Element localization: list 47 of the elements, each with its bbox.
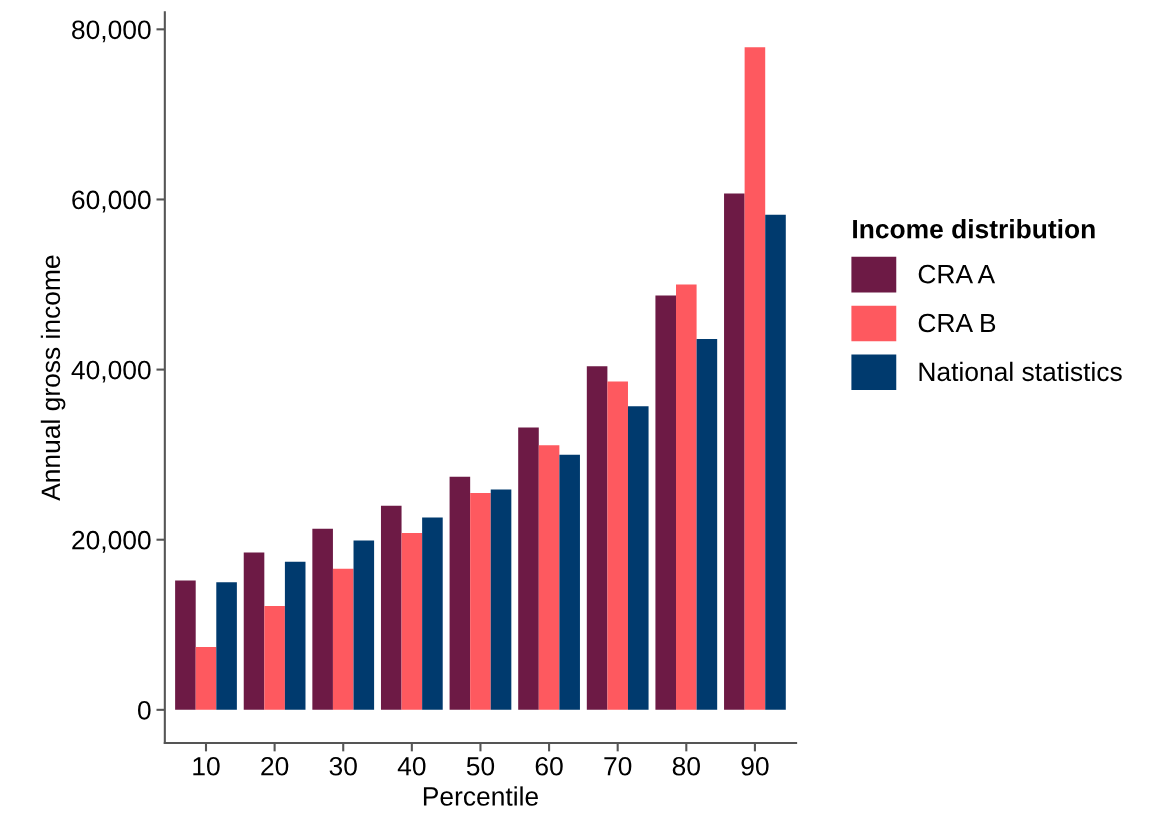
bar (195, 646, 217, 710)
bar (559, 454, 580, 710)
y-tick-label: 40,000 (71, 360, 151, 383)
bar (490, 489, 512, 710)
x-tick-label: 70 (604, 756, 632, 776)
x-tick-label: 40 (397, 756, 426, 776)
x-tick-label: 20 (261, 756, 289, 776)
bar (353, 540, 375, 710)
bar (332, 568, 354, 710)
bar (676, 284, 697, 710)
y-tick-label: 20,000 (72, 530, 151, 553)
x-tick-label: 10 (193, 756, 220, 776)
bar (607, 381, 628, 710)
y-axis-title: Annual gross income (40, 255, 66, 501)
bar (696, 338, 718, 710)
bar (312, 528, 333, 710)
bar (264, 606, 285, 710)
bar (518, 427, 539, 710)
bar (744, 47, 766, 710)
bar (538, 445, 560, 710)
bar (243, 552, 265, 710)
legend-title: Income distribution (853, 219, 1095, 239)
x-tick-label: 60 (535, 756, 563, 776)
y-tick-label: 80,000 (72, 20, 151, 43)
bar (470, 492, 491, 710)
legend-label: CRA A (918, 264, 996, 284)
bar (422, 517, 443, 710)
x-tick-label: 30 (329, 756, 357, 776)
bar (380, 505, 402, 710)
x-tick-label: 50 (466, 756, 495, 776)
bar (765, 214, 786, 710)
x-tick-label: 90 (741, 756, 769, 776)
legend-label: CRA B (918, 313, 996, 333)
bar (401, 532, 423, 710)
x-axis-title: Percentile (423, 786, 538, 806)
bar (216, 582, 237, 710)
bar (284, 561, 306, 710)
bar (586, 366, 608, 710)
bar (175, 580, 196, 710)
y-tick-label: 0 (137, 700, 151, 720)
x-tick-label: 80 (672, 756, 700, 776)
y-tick-label: 60,000 (72, 190, 151, 213)
bar (655, 295, 677, 710)
legend-label: National statistics (919, 361, 1122, 382)
bar (449, 476, 471, 710)
bar (724, 193, 745, 710)
bar (627, 406, 649, 710)
